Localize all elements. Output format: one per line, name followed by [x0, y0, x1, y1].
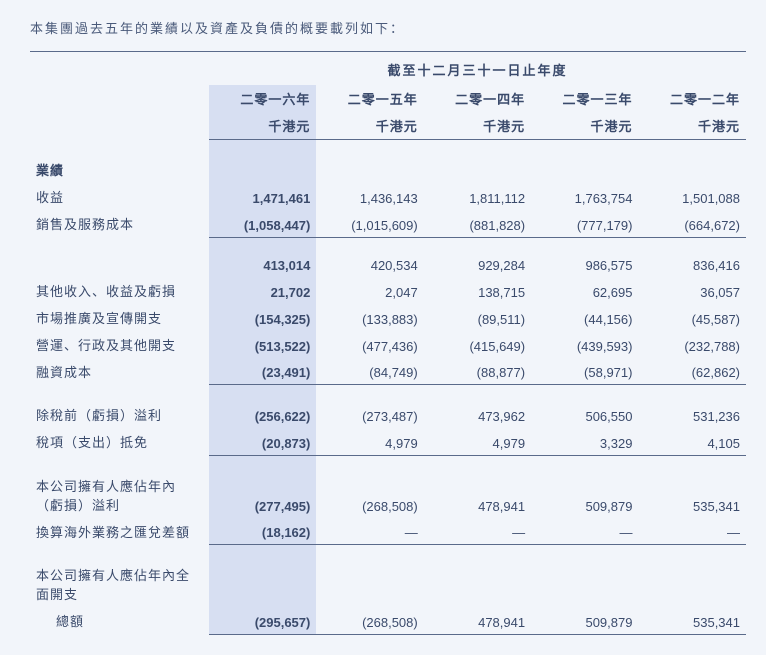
- label-otherinc: 其他收入、收益及虧損: [30, 277, 209, 304]
- label-fx: 換算海外業務之匯兌差額: [30, 518, 209, 545]
- unit-2016: 千港元: [209, 112, 316, 140]
- fx-2016: (18,162): [209, 518, 316, 545]
- label-finance: 融資成本: [30, 358, 209, 385]
- unit-2014: 千港元: [424, 112, 531, 140]
- label-tci1: 本公司擁有人應佔年內全面開支: [30, 561, 209, 607]
- tax-2012: 4,105: [638, 428, 746, 455]
- financial-summary-table: 截至十二月三十一日止年度 二零一六年 二零一五年 二零一四年 二零一三年 二零一…: [30, 51, 746, 635]
- revenue-2014: 1,811,112: [424, 183, 531, 210]
- mkt-2016: (154,325): [209, 304, 316, 331]
- tax-2013: 3,329: [531, 428, 638, 455]
- year-2013: 二零一三年: [531, 85, 638, 112]
- label-tax: 稅項（支出）抵免: [30, 428, 209, 455]
- gross-2014: 929,284: [424, 254, 531, 277]
- cost-2015: (1,015,609): [316, 210, 423, 237]
- otherinc-2016: 21,702: [209, 277, 316, 304]
- gross-2016: 413,014: [209, 254, 316, 277]
- mkt-2015: (133,883): [316, 304, 423, 331]
- fx-2014: —: [424, 518, 531, 545]
- revenue-2015: 1,436,143: [316, 183, 423, 210]
- section-results: 業績: [30, 156, 209, 183]
- year-2015: 二零一五年: [316, 85, 423, 112]
- tci-2013: 509,879: [531, 607, 638, 634]
- tax-2016: (20,873): [209, 428, 316, 455]
- otherinc-2014: 138,715: [424, 277, 531, 304]
- fx-2015: —: [316, 518, 423, 545]
- cost-2016: (1,058,447): [209, 210, 316, 237]
- year-2016: 二零一六年: [209, 85, 316, 112]
- otherinc-2013: 62,695: [531, 277, 638, 304]
- admin-2014: (415,649): [424, 331, 531, 358]
- year-2014: 二零一四年: [424, 85, 531, 112]
- admin-2015: (477,436): [316, 331, 423, 358]
- cost-2014: (881,828): [424, 210, 531, 237]
- unit-2012: 千港元: [638, 112, 746, 140]
- label-mkt: 市場推廣及宣傳開支: [30, 304, 209, 331]
- blank-cell: [30, 52, 209, 86]
- finance-2012: (62,862): [638, 358, 746, 385]
- attr-2014: 478,941: [424, 472, 531, 518]
- tax-2015: 4,979: [316, 428, 423, 455]
- pbt-2012: 531,236: [638, 401, 746, 428]
- admin-2016: (513,522): [209, 331, 316, 358]
- gross-2015: 420,534: [316, 254, 423, 277]
- mkt-2014: (89,511): [424, 304, 531, 331]
- label-admin: 營運、行政及其他開支: [30, 331, 209, 358]
- finance-2014: (88,877): [424, 358, 531, 385]
- revenue-2012: 1,501,088: [638, 183, 746, 210]
- gross-2012: 836,416: [638, 254, 746, 277]
- attr-2016: (277,495): [209, 472, 316, 518]
- pbt-2014: 473,962: [424, 401, 531, 428]
- tci-2015: (268,508): [316, 607, 423, 634]
- tax-2014: 4,979: [424, 428, 531, 455]
- label-revenue: 收益: [30, 183, 209, 210]
- attr-2015: (268,508): [316, 472, 423, 518]
- label-cost: 銷售及服務成本: [30, 210, 209, 237]
- mkt-2012: (45,587): [638, 304, 746, 331]
- finance-2013: (58,971): [531, 358, 638, 385]
- intro-text: 本集團過去五年的業績以及資產及負債的概要載列如下：: [30, 18, 746, 37]
- attr-2012: 535,341: [638, 472, 746, 518]
- pbt-2013: 506,550: [531, 401, 638, 428]
- fx-2013: —: [531, 518, 638, 545]
- gross-2013: 986,575: [531, 254, 638, 277]
- tci-2014: 478,941: [424, 607, 531, 634]
- tci-2016: (295,657): [209, 607, 316, 634]
- attr-2013: 509,879: [531, 472, 638, 518]
- revenue-2013: 1,763,754: [531, 183, 638, 210]
- otherinc-2012: 36,057: [638, 277, 746, 304]
- finance-2015: (84,749): [316, 358, 423, 385]
- fx-2012: —: [638, 518, 746, 545]
- finance-2016: (23,491): [209, 358, 316, 385]
- tci-2012: 535,341: [638, 607, 746, 634]
- pbt-2015: (273,487): [316, 401, 423, 428]
- revenue-2016: 1,471,461: [209, 183, 316, 210]
- unit-2015: 千港元: [316, 112, 423, 140]
- admin-2013: (439,593): [531, 331, 638, 358]
- label-tci2: 總額: [30, 607, 209, 634]
- label-attr: 本公司擁有人應佔年內（虧損）溢利: [30, 472, 209, 518]
- cost-2013: (777,179): [531, 210, 638, 237]
- label-pbt: 除稅前（虧損）溢利: [30, 401, 209, 428]
- mkt-2013: (44,156): [531, 304, 638, 331]
- period-header: 截至十二月三十一日止年度: [209, 52, 746, 86]
- cost-2012: (664,672): [638, 210, 746, 237]
- pbt-2016: (256,622): [209, 401, 316, 428]
- year-2012: 二零一二年: [638, 85, 746, 112]
- unit-2013: 千港元: [531, 112, 638, 140]
- admin-2012: (232,788): [638, 331, 746, 358]
- otherinc-2015: 2,047: [316, 277, 423, 304]
